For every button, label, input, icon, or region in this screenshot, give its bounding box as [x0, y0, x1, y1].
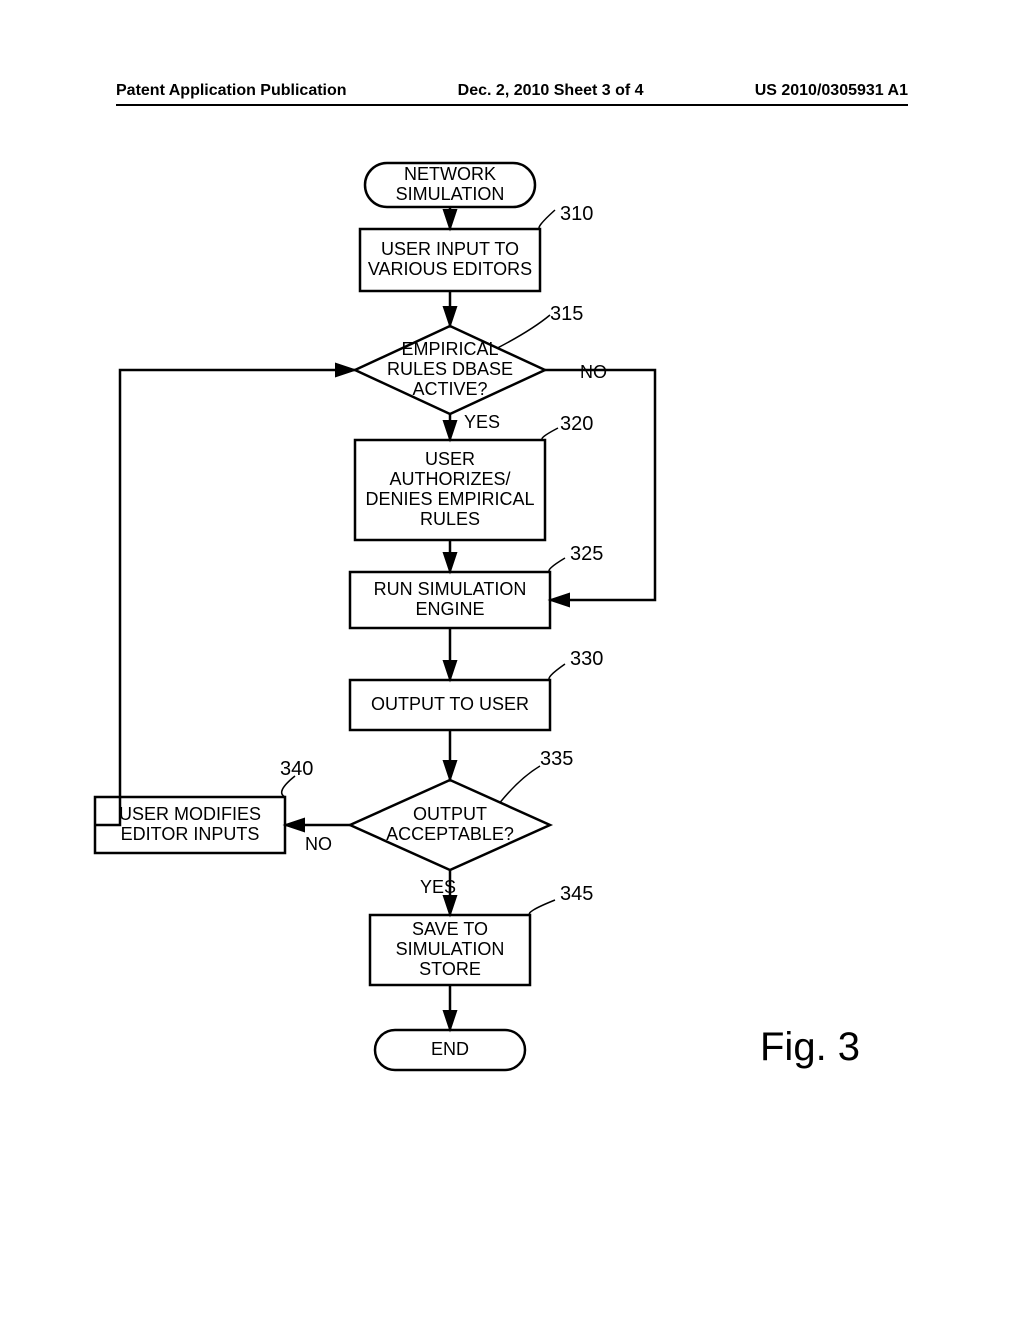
svg-text:320: 320 [560, 413, 593, 435]
node-n320: USERAUTHORIZES/DENIES EMPIRICALRULES 320 [355, 413, 593, 540]
ref-leader [500, 766, 540, 803]
header-left: Patent Application Publication [116, 82, 347, 100]
ref-leader [529, 900, 555, 915]
svg-text:310: 310 [560, 203, 593, 225]
ref-leader [539, 210, 555, 229]
ref-leader [549, 664, 565, 680]
node-n345: SAVE TOSIMULATIONSTORE 345 [370, 883, 593, 985]
svg-text:SAVE TO: SAVE TO [412, 919, 488, 939]
svg-text:NETWORK: NETWORK [404, 164, 496, 184]
svg-text:AUTHORIZES/: AUTHORIZES/ [389, 469, 510, 489]
ref-leader [549, 558, 565, 572]
svg-text:EMPIRICAL: EMPIRICAL [401, 339, 498, 359]
svg-text:ACTIVE?: ACTIVE? [412, 379, 487, 399]
svg-text:USER INPUT TO: USER INPUT TO [381, 239, 519, 259]
svg-text:325: 325 [570, 543, 603, 565]
node-end: END [375, 1030, 525, 1070]
svg-text:USER MODIFIES: USER MODIFIES [119, 804, 261, 824]
header-right: US 2010/0305931 A1 [755, 82, 908, 100]
svg-text:335: 335 [540, 748, 573, 770]
edge-d315-n325 [545, 370, 655, 600]
svg-text:OUTPUT TO USER: OUTPUT TO USER [371, 694, 529, 714]
header-rule [116, 104, 908, 106]
flowchart-container: NETWORKSIMULATIONUSER INPUT TOVARIOUS ED… [0, 160, 1024, 1260]
svg-text:YES: YES [420, 877, 456, 897]
svg-text:USER: USER [425, 449, 475, 469]
svg-text:RULES DBASE: RULES DBASE [387, 359, 513, 379]
svg-text:315: 315 [550, 303, 583, 325]
svg-text:330: 330 [570, 648, 603, 670]
svg-text:EDITOR INPUTS: EDITOR INPUTS [121, 824, 260, 844]
svg-text:340: 340 [280, 758, 313, 780]
node-start: NETWORKSIMULATION [365, 163, 535, 207]
svg-text:RULES: RULES [420, 509, 480, 529]
flowchart-svg: NETWORKSIMULATIONUSER INPUT TOVARIOUS ED… [0, 160, 1024, 1260]
svg-text:RUN SIMULATION: RUN SIMULATION [374, 579, 527, 599]
svg-text:VARIOUS EDITORS: VARIOUS EDITORS [368, 259, 532, 279]
svg-text:ACCEPTABLE?: ACCEPTABLE? [386, 824, 514, 844]
svg-text:ENGINE: ENGINE [415, 599, 484, 619]
ref-leader [542, 428, 558, 440]
figure-label: Fig. 3 [760, 1025, 860, 1069]
node-n310: USER INPUT TOVARIOUS EDITORS 310 [360, 203, 593, 291]
ref-leader [498, 315, 551, 348]
svg-text:OUTPUT: OUTPUT [413, 804, 487, 824]
node-n325: RUN SIMULATIONENGINE 325 [350, 543, 603, 628]
svg-text:STORE: STORE [419, 959, 481, 979]
node-n340: USER MODIFIESEDITOR INPUTS 340 [95, 758, 313, 853]
svg-text:END: END [431, 1039, 469, 1059]
header-center: Dec. 2, 2010 Sheet 3 of 4 [458, 82, 644, 100]
node-n330: OUTPUT TO USER 330 [350, 648, 603, 730]
svg-text:NO: NO [305, 834, 332, 854]
svg-text:SIMULATION: SIMULATION [396, 939, 505, 959]
svg-text:NO: NO [580, 362, 607, 382]
svg-text:YES: YES [464, 412, 500, 432]
edge-n340-d315 [95, 370, 355, 825]
svg-text:SIMULATION: SIMULATION [396, 184, 505, 204]
svg-text:345: 345 [560, 883, 593, 905]
svg-text:DENIES EMPIRICAL: DENIES EMPIRICAL [365, 489, 534, 509]
patent-header: Patent Application Publication Dec. 2, 2… [0, 82, 1024, 100]
